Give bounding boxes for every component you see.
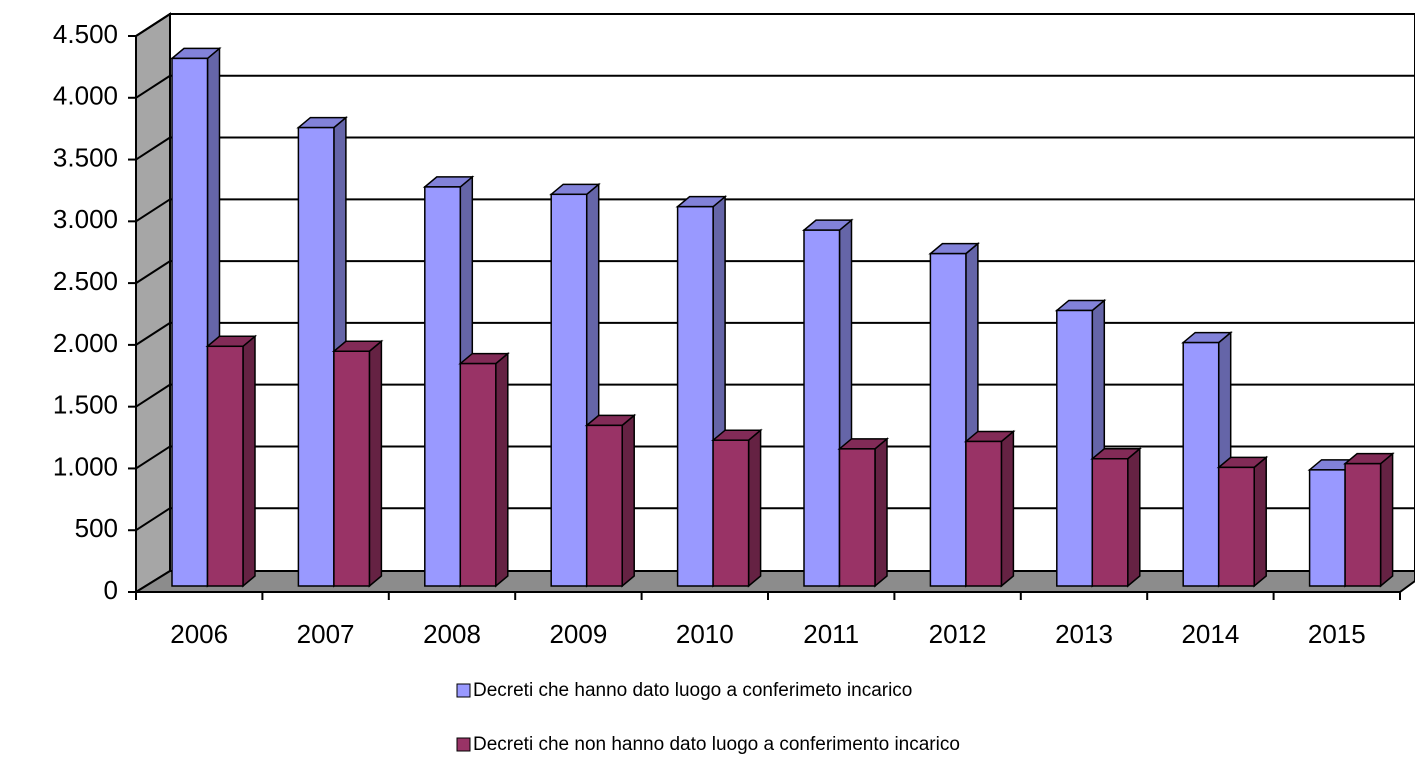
bar-side: [874, 437, 888, 588]
bar: [331, 339, 384, 588]
bar-side: [495, 351, 509, 588]
legend-label: Decreti che hanno dato luogo a conferime…: [473, 680, 912, 701]
bar-front: [803, 229, 841, 587]
bar-front: [1217, 466, 1255, 587]
bar-front: [929, 252, 967, 587]
y-tick-label: 0: [104, 575, 118, 605]
x-tick-label: 2014: [1181, 619, 1239, 649]
bar-side: [621, 413, 635, 588]
bar-front: [459, 362, 497, 587]
bar: [837, 437, 890, 588]
bar: [205, 334, 258, 588]
bar-front: [333, 350, 371, 587]
bar-front: [297, 126, 335, 587]
legend-swatch: [456, 737, 471, 752]
grid-line: [135, 321, 1415, 346]
side-wall: [135, 12, 171, 594]
x-tick-label: 2013: [1055, 619, 1113, 649]
grid-line: [135, 74, 1415, 99]
bar: [1343, 452, 1395, 588]
bar-front: [838, 448, 876, 587]
bar-front: [1344, 462, 1382, 587]
legend: Decreti che hanno dato luogo a conferime…: [456, 680, 960, 755]
grid-line: [135, 260, 1415, 284]
x-tick-label: 2008: [423, 619, 481, 649]
legend-swatch: [456, 683, 471, 698]
y-tick-label: 1.000: [53, 451, 118, 481]
y-tick-label: 2.500: [53, 266, 118, 296]
bar-front: [206, 345, 244, 587]
bar-side: [1253, 455, 1267, 588]
grid-line: [135, 13, 1415, 37]
y-tick-label: 4.000: [53, 81, 118, 111]
y-tick-label: 2.000: [53, 328, 118, 358]
bar-side: [368, 339, 383, 588]
bar-front: [171, 57, 209, 587]
bar-front: [1308, 469, 1346, 587]
x-tick-label: 2006: [170, 619, 228, 649]
y-tick-label: 4.500: [53, 19, 118, 49]
x-tick-label: 2009: [549, 619, 607, 649]
grid-line: [135, 136, 1415, 161]
bar-front: [585, 424, 623, 587]
bar-front: [965, 440, 1003, 587]
bar-front: [550, 193, 588, 587]
x-tick-label: 2007: [297, 619, 355, 649]
bar-front: [1091, 457, 1129, 587]
legend-label: Decreti che non hanno dato luogo a confe…: [473, 734, 960, 755]
bar-side: [1127, 447, 1141, 588]
bar-side: [1379, 452, 1394, 588]
y-tick-label: 3.500: [53, 142, 118, 172]
bar-front: [1182, 341, 1220, 587]
grid-line: [135, 198, 1415, 223]
grid-line: [135, 383, 1415, 408]
bar: [928, 242, 980, 588]
x-tick-label: 2015: [1308, 619, 1366, 649]
bar-front: [1056, 309, 1094, 587]
bar: [296, 116, 348, 588]
bar: [584, 413, 637, 588]
y-tick-label: 1.500: [53, 390, 118, 420]
y-tick-label: 3.000: [53, 204, 118, 234]
bar: [1216, 455, 1269, 588]
bar-front: [676, 205, 714, 587]
bar-side: [242, 334, 256, 588]
bar-side: [747, 428, 762, 588]
bar: [1090, 447, 1142, 588]
bar: [458, 351, 510, 588]
bar-front: [424, 186, 462, 587]
bars: [169, 46, 1395, 588]
x-tick-label: 2011: [803, 619, 859, 649]
bar: [711, 428, 763, 588]
x-tick-label: 2010: [676, 619, 734, 649]
bar-front: [712, 439, 750, 587]
bar-side: [1000, 429, 1015, 588]
y-tick-label: 500: [75, 513, 118, 543]
x-tick-label: 2012: [929, 619, 987, 649]
axes: 0 500 1.000 1.500 2.000 2.500 3.000 3.500 4.000 4…: [53, 19, 1401, 649]
bar: [963, 429, 1016, 588]
